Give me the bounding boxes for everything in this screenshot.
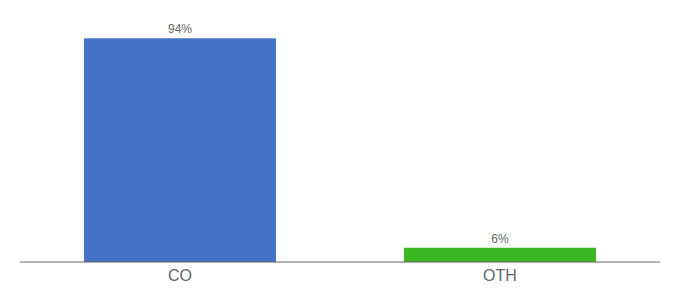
svg-text:94%: 94% [168, 22, 192, 36]
svg-text:CO: CO [168, 267, 192, 284]
svg-text:OTH: OTH [483, 267, 517, 284]
svg-text:6%: 6% [491, 232, 509, 246]
